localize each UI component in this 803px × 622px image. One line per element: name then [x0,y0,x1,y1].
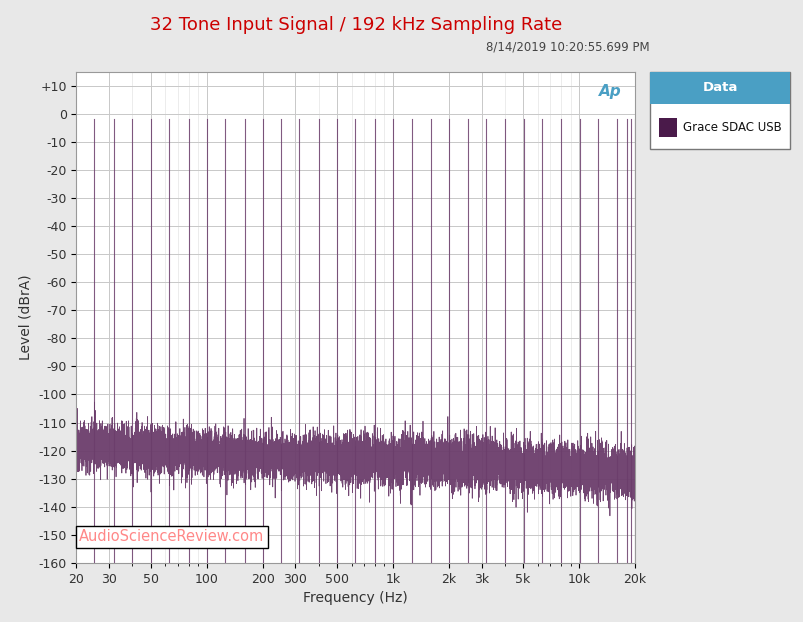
Text: 32 Tone Input Signal / 192 kHz Sampling Rate: 32 Tone Input Signal / 192 kHz Sampling … [149,16,561,34]
Y-axis label: Level (dBrA): Level (dBrA) [18,274,33,360]
Text: Ap: Ap [597,84,621,99]
Text: 8/14/2019 10:20:55.699 PM: 8/14/2019 10:20:55.699 PM [486,40,649,53]
Text: Grace SDAC USB: Grace SDAC USB [683,121,781,134]
X-axis label: Frequency (Hz): Frequency (Hz) [303,591,408,605]
Text: AudioScienceReview.com: AudioScienceReview.com [79,529,264,544]
Text: Data: Data [702,81,736,95]
